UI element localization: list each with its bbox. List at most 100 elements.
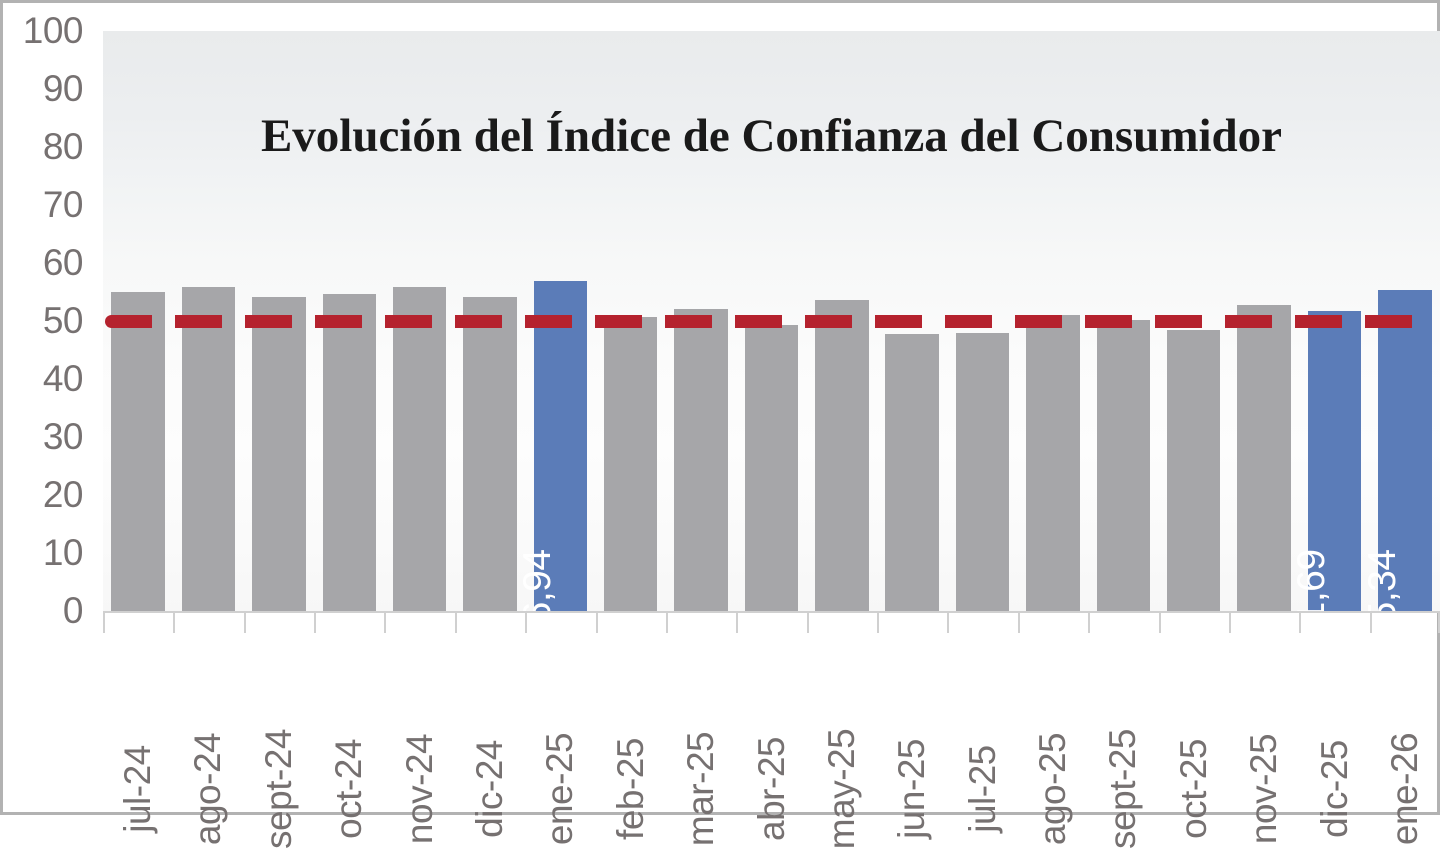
x-axis-label-feb-25: feb-25: [596, 635, 666, 840]
x-axis-label-ago-25: ago-25: [1018, 635, 1088, 845]
x-axis-label-dic-24: dic-24: [455, 635, 525, 838]
bar-slot-abr-25: [736, 31, 806, 611]
bar-nov-24[interactable]: [392, 286, 447, 611]
x-axis-tick: [243, 611, 246, 633]
bar-oct-25[interactable]: [1166, 329, 1221, 611]
bar-ene-26[interactable]: 55,34: [1361, 290, 1432, 645]
x-axis-label-jul-25: jul-25: [947, 635, 1017, 833]
y-axis-tick-0: 0: [62, 590, 84, 631]
x-axis-tick: [1158, 611, 1161, 633]
x-axis-label-text: ago-25: [1031, 732, 1073, 846]
x-axis-label-text: mar-25: [680, 731, 722, 847]
x-axis-label-text: nov-25: [1243, 733, 1285, 845]
y-axis-tick-100: 100: [22, 10, 84, 51]
bar-ago-24[interactable]: [181, 287, 236, 611]
x-axis-label-text: jul-25: [961, 745, 1003, 833]
bar-slot-jun-25: [877, 31, 947, 611]
x-axis-label-jun-25: jun-25: [877, 635, 947, 839]
bar-may-25[interactable]: [815, 300, 869, 611]
bar-slot-oct-25: [1159, 31, 1229, 611]
bar-slot-ene-25: 56,94: [516, 31, 595, 645]
x-axis-tick: [1088, 611, 1091, 633]
bar-jun-25[interactable]: [885, 334, 939, 611]
bar-ago-25[interactable]: [1026, 315, 1080, 611]
x-axis-ticks: [103, 611, 1440, 633]
x-axis-label-oct-24: oct-24: [314, 635, 384, 839]
bar-feb-25[interactable]: [604, 316, 658, 611]
x-axis-label-nov-25: nov-25: [1229, 635, 1299, 844]
bar-oct-24[interactable]: [322, 294, 376, 611]
x-axis-label-text: nov-24: [398, 733, 440, 845]
bar-slot-oct-24: [314, 31, 384, 611]
y-axis: 100 90 80 70 60 50 40 30 20 10 0: [3, 3, 93, 818]
x-axis-label-text: oct-25: [1172, 739, 1214, 839]
x-axis-tick: [1017, 611, 1020, 633]
bar-dic-25[interactable]: 51,69: [1290, 311, 1362, 645]
x-axis-label-nov-24: nov-24: [384, 635, 454, 844]
x-axis-label-text: jul-24: [117, 745, 159, 833]
x-axis-label-text: ago-24: [187, 732, 229, 846]
bar-ene-25[interactable]: 56,94: [516, 280, 588, 645]
x-axis-label-text: feb-25: [609, 738, 651, 840]
x-axis-tick: [877, 611, 880, 633]
x-axis-label-ene-26: ene-26: [1370, 635, 1440, 845]
x-axis-tick: [806, 611, 809, 633]
x-axis-label-jul-24: jul-24: [103, 635, 173, 833]
x-axis-tick: [525, 611, 528, 633]
x-axis-label-dic-25: dic-25: [1299, 635, 1369, 838]
x-axis-label-text: ene-25: [539, 732, 581, 846]
bar-sept-24[interactable]: [252, 296, 306, 611]
x-axis-line: [103, 611, 1440, 613]
bar-abr-25[interactable]: [744, 325, 799, 611]
x-axis-labels: jul-24 ago-24 sept-24 oct-24 nov-24 dic-24 ene…: [103, 635, 1440, 849]
x-axis-label-text: jun-25: [891, 739, 933, 839]
bar-jul-25[interactable]: [955, 333, 1010, 611]
x-axis-tick: [384, 611, 387, 633]
x-axis-tick: [103, 611, 105, 633]
bar-slot-jul-24: [103, 31, 173, 611]
bar-slot-sept-25: [1088, 31, 1158, 611]
plot-area: Evolución del Índice de Confianza del Co…: [103, 31, 1440, 645]
x-axis-label-text: dic-24: [469, 740, 511, 838]
bar-slot-mar-25: [666, 31, 736, 611]
bar-nov-25[interactable]: [1237, 305, 1291, 611]
x-axis-label-text: sept-25: [1102, 729, 1144, 849]
x-axis-label-text: sept-24: [257, 729, 299, 849]
bar-dic-24[interactable]: [463, 296, 517, 611]
x-axis-label-text: ene-26: [1383, 732, 1425, 846]
x-axis-tick: [1299, 611, 1302, 633]
bars-layer: 56,94 51,69 55,34: [103, 31, 1440, 645]
y-axis-tick-10: 10: [42, 532, 84, 573]
x-axis-label-abr-25: abr-25: [736, 635, 806, 841]
bar-slot-may-25: [807, 31, 877, 611]
x-axis-label-text: oct-24: [328, 739, 370, 839]
x-axis-tick: [947, 611, 950, 633]
x-axis-label-text: dic-25: [1313, 740, 1355, 838]
y-axis-tick-90: 90: [42, 68, 84, 109]
x-axis-label-ene-25: ene-25: [525, 635, 595, 845]
bar-slot-jul-25: [947, 31, 1017, 611]
x-axis-tick: [1438, 611, 1440, 633]
y-axis-tick-20: 20: [42, 474, 84, 515]
y-axis-tick-50: 50: [42, 300, 84, 341]
x-axis-label-ago-24: ago-24: [173, 635, 243, 845]
bar-slot-sept-24: [244, 31, 314, 611]
x-axis-label-sept-24: sept-24: [244, 635, 314, 849]
x-axis-label-text: abr-25: [750, 737, 792, 841]
x-axis-tick: [173, 611, 176, 633]
y-axis-tick-40: 40: [42, 358, 84, 399]
bar-slot-ago-25: [1018, 31, 1088, 611]
bar-slot-ago-24: [173, 31, 243, 611]
x-axis-tick: [1369, 611, 1372, 633]
bar-slot-ene-26: 55,34: [1361, 31, 1440, 645]
x-axis-tick: [665, 611, 668, 633]
bar-jul-24[interactable]: [111, 292, 165, 611]
bar-mar-25[interactable]: [674, 308, 728, 611]
y-axis-tick-80: 80: [42, 126, 84, 167]
bar-sept-25[interactable]: [1096, 319, 1151, 611]
bar-slot-nov-24: [384, 31, 454, 611]
y-axis-tick-70: 70: [42, 184, 84, 225]
x-axis-tick: [454, 611, 457, 633]
x-axis-tick: [1228, 611, 1231, 633]
